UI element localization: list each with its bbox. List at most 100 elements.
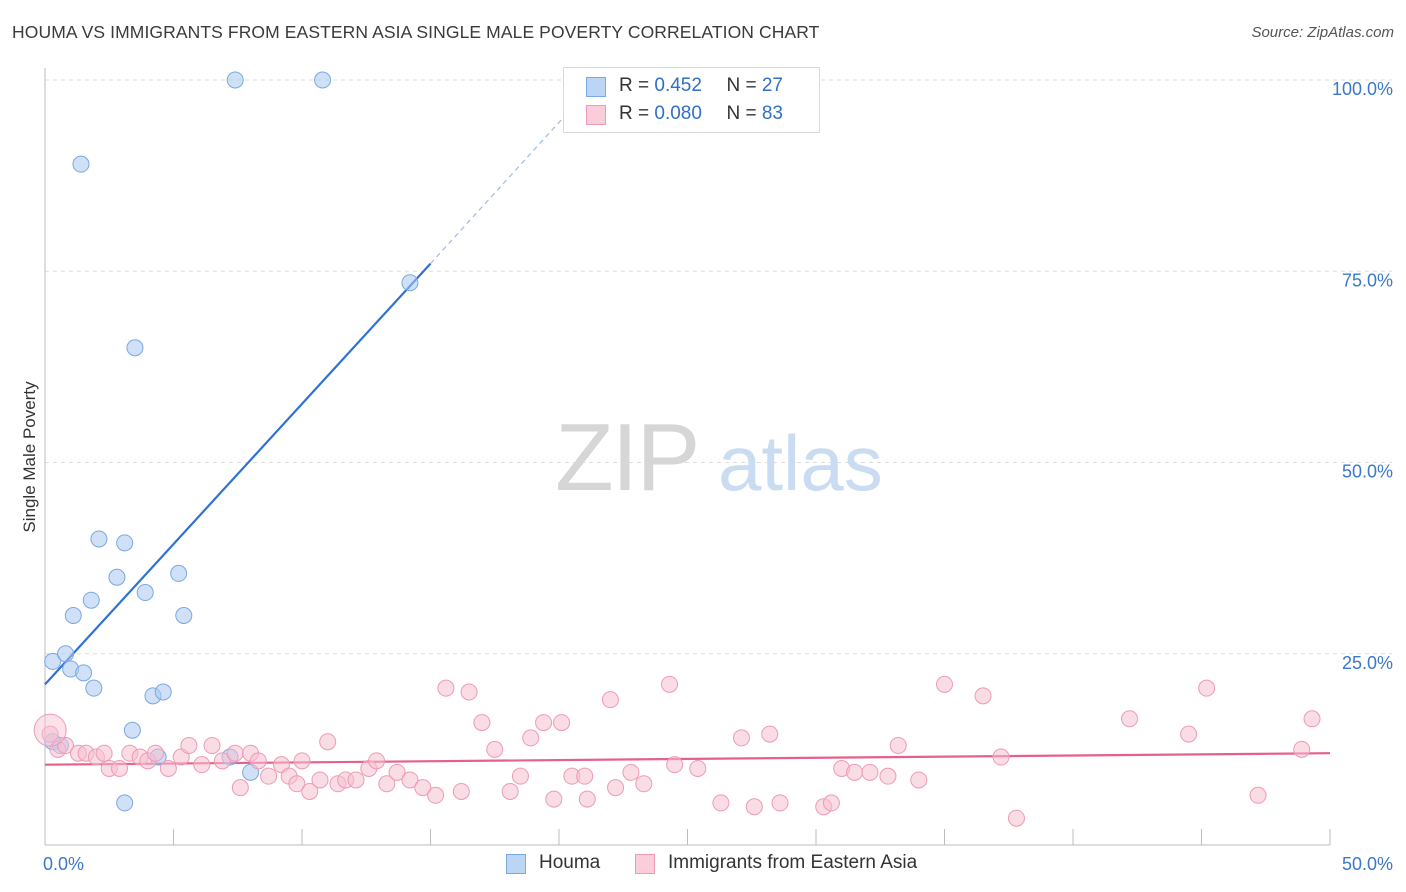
eastern-asia-point: [147, 744, 165, 762]
eastern-asia-point: [522, 729, 540, 747]
eastern-asia-point: [231, 779, 249, 797]
eastern-asia-point: [414, 779, 432, 797]
eastern-asia-point: [974, 687, 992, 705]
eastern-asia-point: [203, 737, 221, 755]
eastern-asia-point: [910, 771, 928, 789]
eastern-asia-point: [1121, 710, 1139, 728]
eastern-asia-point: [378, 775, 396, 793]
eastern-asia-point: [1007, 809, 1025, 827]
eastern-asia-point: [288, 775, 306, 793]
eastern-asia-point: [388, 763, 406, 781]
eastern-asia-point: [553, 714, 571, 732]
stats-legend: R = 0.452 N = 27 R = 0.080 N = 83: [563, 67, 820, 133]
houma-point: [116, 534, 134, 552]
eastern-asia-point: [732, 729, 750, 747]
eastern-asia-point-large: [33, 713, 67, 747]
watermark-zip: ZIP: [555, 404, 698, 511]
houma-n-value: 27: [761, 75, 783, 96]
eastern-asia-r-label: R =: [619, 103, 655, 124]
houma-point: [170, 564, 188, 582]
watermark: ZIP atlas: [555, 404, 883, 511]
houma-point: [136, 584, 154, 602]
eastern-asia-point: [427, 786, 445, 804]
eastern-asia-point: [159, 760, 177, 777]
eastern-asia-point: [846, 763, 864, 781]
houma-point: [44, 652, 62, 670]
houma-point: [126, 339, 144, 357]
eastern-asia-point: [368, 752, 386, 770]
houma-point: [64, 607, 82, 624]
eastern-asia-point: [1293, 740, 1311, 758]
houma-swatch: [586, 77, 606, 97]
houma-point: [226, 71, 244, 89]
eastern-asia-point: [401, 771, 419, 789]
eastern-asia-point: [635, 775, 653, 793]
eastern-asia-point: [861, 763, 879, 781]
eastern-asia-point: [576, 767, 594, 785]
y-tick-label: 75.0%: [1342, 270, 1393, 290]
eastern-asia-point: [607, 779, 625, 797]
eastern-asia-point: [226, 744, 244, 762]
y-axis-label: Single Male Poverty: [20, 381, 39, 533]
eastern-asia-point: [95, 744, 113, 762]
eastern-asia-point: [437, 679, 455, 697]
x-tick-label-max: 50.0%: [1342, 854, 1393, 874]
eastern-asia-point: [319, 733, 337, 751]
eastern-asia-n-value: 83: [761, 103, 783, 124]
houma-n-label: N =: [726, 75, 762, 96]
eastern-asia-point: [689, 760, 707, 777]
eastern-asia-point: [936, 675, 953, 693]
eastern-asia-point: [213, 752, 231, 770]
eastern-asia-point: [473, 714, 491, 732]
eastern-asia-point: [712, 794, 730, 812]
chart-source: Source: ZipAtlas.com: [1251, 24, 1394, 41]
y-tick-label: 100.0%: [1332, 79, 1393, 99]
houma-point: [82, 591, 100, 609]
eastern-asia-point: [1249, 786, 1267, 804]
x-tick-label-min: 0.0%: [43, 854, 84, 874]
eastern-asia-point: [301, 782, 319, 800]
data-points: [33, 71, 1321, 827]
eastern-asia-point: [41, 725, 59, 743]
houma-point: [85, 679, 103, 697]
eastern-asia-point: [879, 767, 897, 785]
chart-title: HOUMA VS IMMIGRANTS FROM EASTERN ASIA SI…: [12, 22, 820, 42]
houma-r-label: R =: [619, 75, 655, 96]
eastern-asia-point: [661, 675, 679, 693]
houma-trend-line: [44, 262, 432, 686]
eastern-asia-point: [249, 752, 267, 770]
eastern-asia-point: [1303, 710, 1321, 728]
y-tick-label: 25.0%: [1342, 653, 1393, 673]
legend-houma-label: Houma: [539, 852, 601, 873]
eastern-asia-point: [666, 756, 684, 774]
eastern-asia-point: [511, 767, 529, 785]
eastern-asia-swatch: [586, 105, 606, 125]
eastern-asia-point: [761, 725, 779, 743]
houma-point: [154, 683, 172, 701]
houma-point: [72, 155, 90, 173]
legend-eastern-asia-swatch: [635, 854, 655, 874]
eastern-asia-point: [347, 771, 365, 789]
eastern-asia-point: [180, 737, 198, 755]
eastern-asia-point: [545, 790, 563, 808]
eastern-asia-point: [578, 790, 596, 808]
eastern-asia-point: [601, 691, 619, 709]
houma-point: [90, 530, 108, 548]
eastern-asia-point: [822, 794, 840, 812]
houma-point: [116, 794, 134, 812]
axis-labels: 25.0% 50.0% 75.0% 100.0% 0.0% 50.0% Single Mal…: [20, 79, 1393, 874]
houma-r-value: 0.452: [654, 75, 702, 96]
legend-eastern-asia-label: Immigrants from Eastern Asia: [668, 852, 918, 873]
houma-point: [75, 664, 93, 682]
watermark-atlas: atlas: [718, 419, 883, 507]
houma-point: [123, 721, 141, 739]
eastern-asia-point: [1180, 725, 1198, 743]
eastern-asia-point: [535, 714, 553, 732]
y-tick-label: 50.0%: [1342, 462, 1393, 482]
eastern-asia-point: [501, 782, 519, 800]
eastern-asia-point: [452, 782, 470, 800]
houma-point: [108, 568, 126, 586]
eastern-asia-point: [111, 760, 129, 777]
houma-point: [57, 645, 75, 663]
